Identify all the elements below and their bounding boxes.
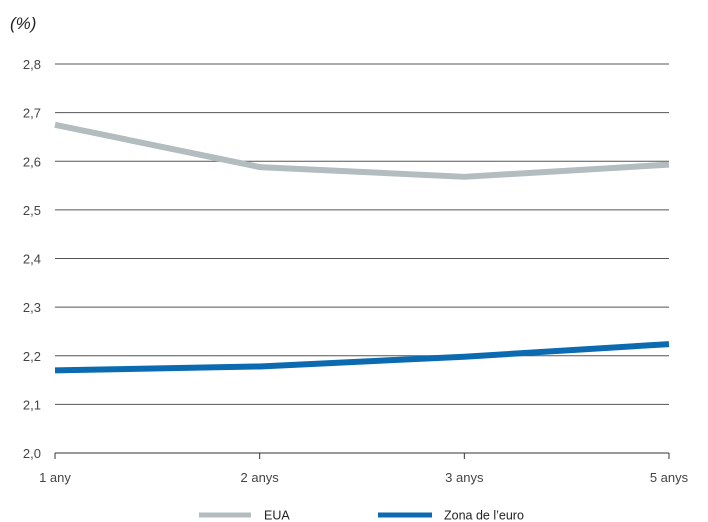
series-line-eua (54, 121, 670, 180)
y-tick-label: 2,7 (23, 106, 41, 121)
series-line-zona-euro (54, 341, 670, 374)
y-tick-label: 2,3 (23, 300, 41, 315)
x-tick-label: 1 any (39, 470, 71, 485)
x-tick-label: 2 anys (241, 470, 280, 485)
y-tick-labels: 2,0 2,1 2,2 2,3 2,4 2,5 2,6 2,7 2,8 (23, 57, 41, 461)
y-tick-label: 2,2 (23, 349, 41, 364)
y-tick-label: 2,6 (23, 154, 41, 169)
unit-label: (%) (10, 14, 37, 33)
y-tick-label: 2,1 (23, 397, 41, 412)
gridlines (55, 63, 669, 454)
x-tick-label: 5 anys (650, 470, 689, 485)
y-tick-label: 2,0 (23, 446, 41, 461)
legend: EUA Zona de l’euro (199, 509, 524, 522)
x-tick-label: 3 anys (445, 470, 484, 485)
series-lines (54, 121, 670, 374)
legend-label: Zona de l’euro (444, 509, 524, 522)
y-tick-label: 2,5 (23, 203, 41, 218)
legend-label: EUA (264, 509, 290, 522)
x-axis: 1 any 2 anys 3 anys 5 anys (39, 453, 689, 485)
y-tick-label: 2,4 (23, 252, 41, 267)
y-tick-label: 2,8 (23, 57, 41, 72)
